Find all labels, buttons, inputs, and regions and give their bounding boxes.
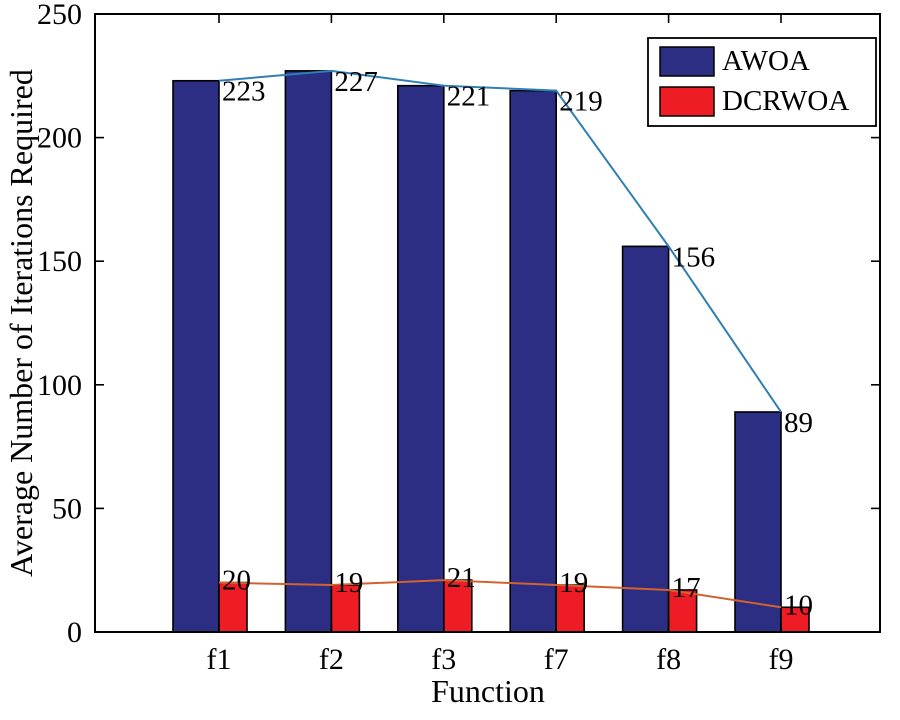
trend-line-awoa	[218, 69, 782, 413]
value-label-dcrwoa-f9: 10	[784, 589, 813, 621]
value-label-dcrwoa-f8: 17	[672, 572, 701, 604]
x-axis-title: Function	[431, 673, 545, 709]
trend-line-dcrwoa	[218, 579, 782, 609]
bar-dcrwoa-f3	[442, 579, 473, 633]
value-label-awoa-f9: 89	[784, 407, 813, 439]
legend-swatch-dcrwoa	[659, 86, 715, 117]
y-tick-label-1: 50	[52, 492, 82, 525]
legend-label-awoa: AWOA	[722, 45, 810, 77]
value-label-awoa-f3: 221	[447, 81, 491, 113]
legend: AWOA DCRWOA	[647, 37, 877, 127]
y-tick-label-0: 0	[67, 616, 82, 649]
x-tick-label-5: f9	[769, 643, 794, 676]
axis-labels-layer: 0 50 100 150 200 250 f1 f2 f3 f7 f8 f9 223 227 221 219 1…	[37, 0, 813, 676]
value-label-awoa-f1: 223	[222, 76, 266, 108]
value-label-awoa-f8: 156	[672, 241, 716, 273]
trend-lines-layer	[218, 69, 782, 609]
x-tick-label-1: f2	[319, 643, 344, 676]
x-tick-label-2: f3	[431, 643, 456, 676]
x-tick-label-4: f8	[656, 643, 681, 676]
value-label-awoa-f7: 219	[559, 86, 603, 118]
y-tick-label-2: 100	[37, 369, 82, 402]
value-label-dcrwoa-f1: 20	[222, 565, 251, 597]
value-label-dcrwoa-f2: 19	[334, 567, 363, 599]
legend-label-dcrwoa: DCRWOA	[722, 85, 849, 117]
value-label-dcrwoa-f3: 21	[447, 562, 476, 594]
bar-awoa-f9	[734, 411, 782, 633]
bar-dcrwoa-f1	[218, 581, 248, 633]
value-label-awoa-f2: 227	[334, 66, 378, 98]
bar-awoa-f2	[284, 70, 333, 633]
y-tick-label-5: 250	[37, 0, 82, 31]
y-axis-title: Average Number of Iterations Required	[3, 69, 39, 577]
x-tick-label-0: f1	[207, 643, 232, 676]
y-tick-label-4: 200	[37, 122, 82, 155]
bar-dcrwoa-f9	[780, 606, 810, 633]
value-label-dcrwoa-f7: 19	[559, 567, 588, 599]
bar-awoa-f3	[396, 84, 445, 633]
legend-swatch-awoa	[659, 46, 715, 77]
bars-layer	[172, 70, 810, 633]
bar-awoa-f7	[509, 89, 558, 633]
bar-awoa-f8	[621, 245, 670, 633]
bar-awoa-f1	[172, 79, 220, 633]
y-tick-label-3: 150	[37, 245, 82, 278]
plot-border	[94, 13, 881, 633]
x-tick-label-3: f7	[544, 643, 569, 676]
